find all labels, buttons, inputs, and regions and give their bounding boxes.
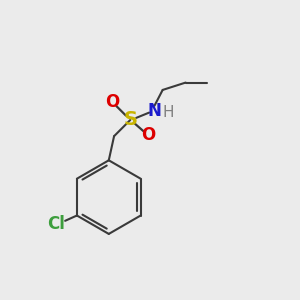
Text: H: H — [163, 104, 174, 119]
Text: Cl: Cl — [47, 215, 65, 233]
Text: N: N — [148, 102, 161, 120]
Text: O: O — [141, 126, 156, 144]
Text: O: O — [105, 93, 119, 111]
Text: S: S — [123, 110, 137, 130]
